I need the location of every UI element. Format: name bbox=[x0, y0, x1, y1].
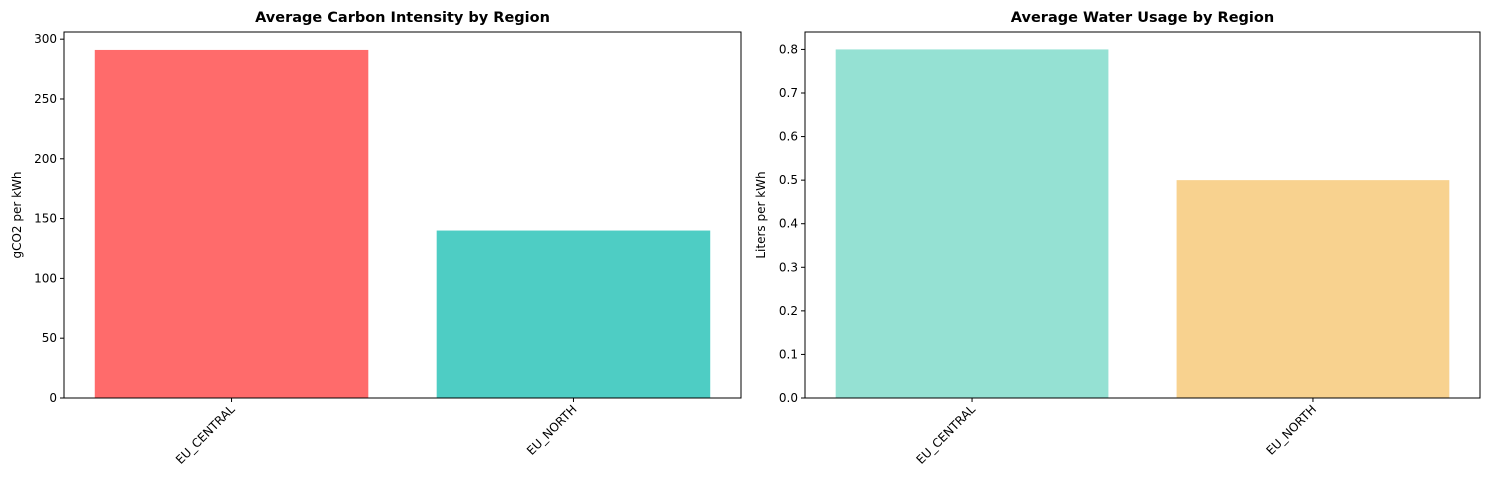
water-ytick-label: 0.3 bbox=[779, 260, 798, 274]
carbon-ytick-label: 300 bbox=[34, 32, 57, 46]
water-bar-eu-central bbox=[835, 49, 1109, 399]
carbon-ytick-label: 250 bbox=[34, 92, 57, 106]
water-ytick-label: 0.1 bbox=[779, 347, 798, 361]
water-chart-title: Average Water Usage by Region bbox=[1011, 10, 1274, 26]
carbon-plot-frame bbox=[63, 31, 742, 399]
water-ytick-label: 0.0 bbox=[779, 391, 798, 405]
water-xtick-label: EU_NORTH bbox=[1263, 402, 1319, 458]
carbon-bar-eu-central bbox=[94, 49, 369, 399]
water-ytick-label: 0.2 bbox=[779, 304, 798, 318]
carbon-chart-title: Average Carbon Intensity by Region bbox=[255, 10, 550, 26]
water-ytick-label: 0.6 bbox=[779, 130, 798, 144]
water-ytick-label: 0.5 bbox=[779, 173, 798, 187]
carbon-ytick-label: 50 bbox=[42, 331, 57, 345]
water-bar-eu-north bbox=[1176, 180, 1450, 398]
water-usage-chart: 0.0 0.1 0.2 0.3 0.4 0.5 0.6 0.7 0.8 EU_CENTRAL EU_… bbox=[754, 10, 1481, 467]
water-ytick-label: 0.8 bbox=[779, 42, 798, 56]
carbon-ytick-label: 0 bbox=[49, 391, 57, 405]
carbon-intensity-chart: 0 50 100 150 200 250 300 EU_CENTRAL EU_NORTH gCO2… bbox=[10, 10, 742, 467]
water-ytick-label: 0.4 bbox=[779, 217, 798, 231]
water-xtick-label: EU_CENTRAL bbox=[914, 402, 979, 467]
carbon-ytick-label: 200 bbox=[34, 152, 57, 166]
carbon-xtick-label: EU_NORTH bbox=[524, 402, 580, 458]
carbon-ytick-label: 100 bbox=[34, 271, 57, 285]
carbon-y-axis-label: gCO2 per kWh bbox=[10, 171, 24, 258]
carbon-xtick-label: EU_CENTRAL bbox=[173, 402, 238, 467]
carbon-bar-eu-north bbox=[436, 230, 711, 398]
water-ytick-label: 0.7 bbox=[779, 86, 798, 100]
carbon-ytick-label: 150 bbox=[34, 212, 57, 226]
water-plot-frame bbox=[804, 31, 1481, 399]
water-y-axis-label: Liters per kWh bbox=[754, 171, 768, 258]
